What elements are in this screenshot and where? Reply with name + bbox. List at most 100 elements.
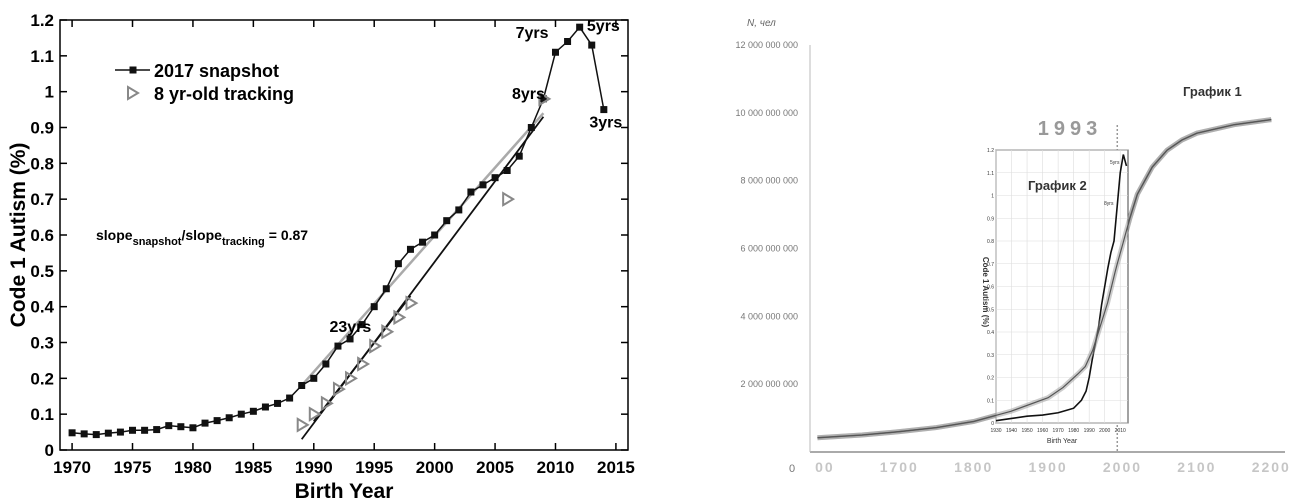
x-tick-label: 1975: [114, 458, 152, 477]
legend-snapshot-marker: [129, 66, 137, 74]
plot-area: 23yrs 8yrs 7yrs 5yrs 3yrs: [59, 18, 629, 451]
x-tick-label: 1985: [234, 458, 272, 477]
snapshot-point: [503, 167, 511, 174]
snapshot-point: [600, 106, 608, 114]
snapshot-point: [116, 428, 124, 436]
snapshot-point: [431, 231, 439, 239]
snapshot-point: [322, 360, 330, 368]
x-tick-label: 1980: [174, 458, 212, 477]
y-tick-label: 12 000 000 000: [735, 40, 798, 50]
legend-snapshot-label: 2017 snapshot: [154, 61, 279, 81]
snapshot-point: [551, 48, 559, 56]
y-tick-label: 0.3: [30, 334, 54, 353]
tracking-point: [405, 295, 419, 311]
graph-2-label: График 2: [1028, 178, 1087, 193]
inset-x-tick-label: 2010: [1115, 428, 1126, 434]
snapshot-point: [527, 124, 535, 131]
tracking-point: [381, 323, 395, 340]
y-tick-label: 10 000 000 000: [735, 108, 798, 118]
x-tick-label: 2000: [1103, 459, 1142, 475]
y-tick-label: 0.8: [30, 154, 54, 173]
y-tick-label: 4 000 000 000: [740, 311, 798, 321]
x-tick-label: 1800: [954, 459, 993, 475]
y-tick-label: 0.6: [30, 226, 54, 245]
snapshot-point: [153, 426, 161, 434]
inset-x-tick-label: 1960: [1037, 428, 1048, 434]
snapshot-point: [237, 410, 245, 418]
legend-tracking-marker: [127, 85, 140, 101]
graph-1-label: График 1: [1183, 84, 1242, 99]
snapshot-point: [68, 429, 76, 437]
slope-suffix: = 0.87: [269, 227, 309, 243]
y-tick-label: 0.7: [30, 190, 54, 209]
snapshot-point: [455, 206, 463, 214]
y-axis-label: Code 1 Autism (%): [7, 143, 30, 328]
inset-y-tick-label: 1.2: [987, 148, 994, 154]
y-tick-label: 0: [45, 441, 54, 460]
y-tick-label: 0.2: [30, 369, 54, 388]
snapshot-point: [225, 414, 233, 422]
y-tick-label: 0.5: [30, 262, 54, 281]
y-tick-label: 6 000 000 000: [740, 244, 798, 254]
snapshot-point: [104, 429, 112, 437]
legend-tracking-label: 8 yr-old tracking: [154, 84, 294, 104]
legend: 2017 snapshot 8 yr-old tracking: [115, 61, 294, 104]
x-tick-label: 1995: [355, 458, 393, 477]
snapshot-point: [249, 407, 257, 415]
inset-x-tick-label: 1950: [1021, 428, 1032, 434]
inset-x-tick-label: 1940: [1006, 428, 1017, 434]
x-tick-label: 1700: [880, 459, 919, 475]
origin-label: 0: [789, 463, 795, 475]
x-tick-label: 1970: [53, 458, 91, 477]
annotation-label: 3yrs: [589, 115, 622, 132]
snapshot-point: [92, 431, 100, 439]
y-tick-label: 8 000 000 000: [740, 176, 798, 186]
snapshot-point: [564, 38, 572, 45]
x-tick-label: 2010: [537, 458, 575, 477]
y-tick-label: 0.9: [30, 119, 54, 138]
tracking-point: [369, 338, 383, 354]
snapshot-point: [406, 245, 414, 253]
inset-y-tick-label: 0.7: [987, 262, 994, 268]
population-chart: N, чел 2 000 000 000 4 000 000 000 6 000 0…: [735, 18, 1290, 475]
snapshot-point: [141, 426, 149, 434]
snapshot-point: [213, 417, 221, 425]
snapshot-point: [358, 321, 366, 329]
y-tick-label: 2 000 000 000: [740, 379, 798, 389]
snapshot-point: [189, 424, 197, 432]
snapshot-point: [394, 260, 402, 268]
snapshot-point: [443, 217, 451, 225]
annotation-label: 5yrs: [587, 18, 620, 35]
inset-x-tick-label: 1930: [990, 428, 1001, 434]
tracking-point: [393, 309, 407, 326]
snapshot-point: [491, 174, 499, 182]
inset-y-tick-label: 1: [991, 194, 994, 200]
inset-y-tick-label: 0.9: [987, 216, 994, 222]
inset-y-tick-label: 0.5: [987, 307, 994, 313]
x-tick-label: 1990: [295, 458, 333, 477]
inset-y-label: Code 1 Autism (%): [981, 257, 990, 328]
fit-line: [300, 112, 545, 387]
x-tick-label: 2200: [1252, 459, 1290, 475]
tracking-point: [320, 395, 334, 412]
snapshot-point: [274, 399, 282, 407]
inset-x-tick-label: 1970: [1053, 428, 1064, 434]
slope-sub-snapshot: snapshot: [133, 236, 182, 248]
snapshot-point: [298, 382, 306, 389]
y-tick-label: 1.2: [30, 11, 54, 30]
inset-x-tick-label: 1990: [1084, 428, 1095, 434]
inset-chart: График 2 Code 1 Autism (%) Birth Year 00…: [981, 148, 1129, 445]
population-curve-overlay: [817, 119, 1272, 439]
tracking-point: [332, 381, 346, 397]
inset-y-tick-label: 0.2: [987, 376, 994, 382]
axis-ticks: [60, 19, 628, 451]
snapshot-point: [576, 23, 584, 31]
inset-y-tick-labels: 0 0.1 0.2 0.3 0.4 0.5 0.6 0.7 0.8 0.9 1 1.1 1.2: [987, 148, 994, 427]
slope-ratio-label: slopesnapshot/slopetracking = 0.87: [96, 227, 308, 248]
fit-line: [313, 295, 412, 422]
snapshot-point: [370, 303, 378, 311]
tick-labels: 1970 1975 1980 1985 1990 1995 2000 2005 2010 2015…: [30, 11, 634, 477]
snapshot-point: [310, 374, 318, 382]
inset-y-tick-label: 0.8: [987, 239, 994, 245]
